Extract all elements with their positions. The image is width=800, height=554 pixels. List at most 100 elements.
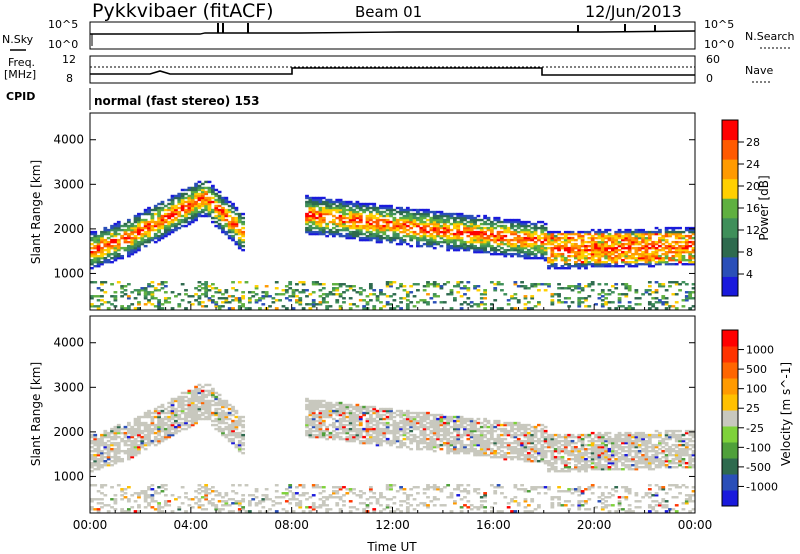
power-cell <box>170 291 175 294</box>
velocity-cell <box>483 429 488 433</box>
power-cell <box>617 232 622 236</box>
power-cell <box>321 293 326 296</box>
power-cell <box>385 301 390 304</box>
velocity-cell <box>217 401 222 405</box>
velocity-cell <box>170 401 175 405</box>
velocity-cell <box>197 407 202 411</box>
velocity-cell <box>379 441 383 445</box>
power-cell <box>600 248 605 252</box>
power-cell <box>200 293 205 296</box>
velocity-cell <box>167 405 172 409</box>
power-cell <box>580 244 585 248</box>
y-tick-label: 2000 <box>53 222 84 236</box>
power-cell <box>147 299 151 302</box>
velocity-cell <box>325 403 330 407</box>
power-cell <box>174 204 178 208</box>
power-cell <box>325 226 330 230</box>
power-cell <box>631 260 635 264</box>
power-cell <box>510 218 514 222</box>
power-cell <box>113 299 118 302</box>
velocity-cell <box>365 441 370 445</box>
power-cell <box>318 303 323 306</box>
power-cell <box>197 192 202 196</box>
power-cell <box>674 246 679 250</box>
power-cell <box>130 224 135 228</box>
power-cell <box>325 208 330 212</box>
velocity-cell <box>93 433 98 437</box>
power-cell <box>298 303 303 306</box>
power-cell <box>227 228 232 232</box>
power-cell <box>516 224 521 228</box>
velocity-cell <box>217 417 222 421</box>
power-cell <box>493 222 498 226</box>
power-cell <box>153 222 158 226</box>
power-cell <box>496 248 501 252</box>
power-cell <box>577 283 582 286</box>
velocity-cell <box>328 411 333 415</box>
velocity-cell <box>217 494 222 497</box>
power-cell <box>560 256 565 260</box>
power-cell <box>382 206 387 210</box>
power-cell <box>170 208 175 212</box>
power-cell <box>358 212 363 216</box>
velocity-cell <box>449 443 454 447</box>
power-cell <box>563 297 568 300</box>
power-cell <box>174 208 178 212</box>
power-cell <box>385 214 390 218</box>
velocity-cell <box>456 435 461 439</box>
power-cell <box>681 299 686 302</box>
power-cell <box>651 303 656 306</box>
velocity-cell <box>143 425 148 429</box>
power-cell <box>405 224 410 228</box>
velocity-cell <box>479 500 484 503</box>
velocity-cell <box>469 508 474 511</box>
power-cell <box>617 256 622 260</box>
velocity-cell <box>342 494 346 497</box>
power-cell <box>120 234 125 238</box>
velocity-cell <box>308 429 313 433</box>
velocity-cell <box>204 409 209 413</box>
velocity-cell <box>184 419 188 423</box>
velocity-cell <box>375 409 380 413</box>
power-cell <box>674 258 679 262</box>
velocity-cell <box>93 435 98 439</box>
power-cell <box>227 307 232 310</box>
power-cell <box>520 238 524 242</box>
power-cell <box>617 264 622 268</box>
power-cell <box>399 226 403 230</box>
power-cell <box>469 228 474 232</box>
velocity-cell <box>385 429 390 433</box>
velocity-cell <box>241 419 246 423</box>
power-cell <box>426 303 430 306</box>
power-cell <box>614 250 619 254</box>
velocity-cell <box>392 425 397 429</box>
velocity-cell <box>459 506 464 509</box>
velocity-cell <box>389 484 393 487</box>
velocity-cell <box>500 453 504 457</box>
velocity-cell <box>153 415 158 419</box>
velocity-cell <box>90 439 94 443</box>
velocity-cell <box>103 455 108 459</box>
power-cell <box>221 301 225 304</box>
power-cell <box>483 236 488 240</box>
power-cell <box>241 240 246 244</box>
power-cell <box>197 180 202 184</box>
power-cell <box>644 230 649 234</box>
power-cell <box>355 291 360 294</box>
power-cell <box>227 204 232 208</box>
power-cell <box>153 232 158 236</box>
power-cell <box>584 256 588 260</box>
velocity-cell <box>113 449 118 453</box>
power-cell <box>537 244 541 248</box>
power-cell <box>194 218 198 222</box>
power-cell <box>473 234 477 238</box>
velocity-cell <box>469 423 474 427</box>
power-cell <box>126 218 131 222</box>
power-cell <box>365 220 370 224</box>
velocity-cell <box>375 441 380 445</box>
power-cell <box>637 240 642 244</box>
power-cell <box>523 285 528 288</box>
power-cell <box>463 222 467 226</box>
power-cell <box>332 202 336 206</box>
